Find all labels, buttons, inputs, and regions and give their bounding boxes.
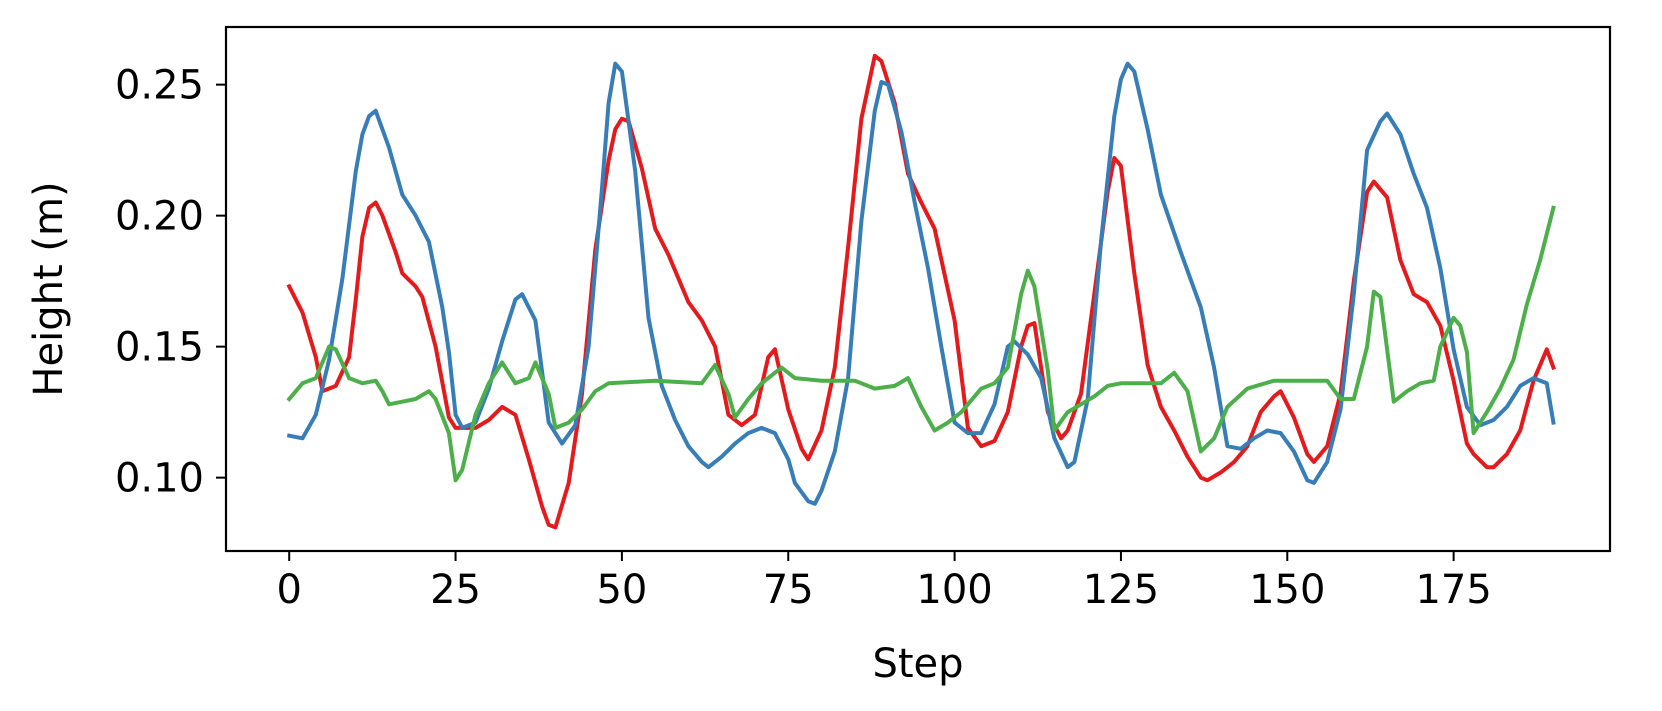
x-tick-label: 50 (596, 567, 647, 613)
y-tick-label: 0.10 (115, 456, 204, 502)
y-axis: 0.10 0.15 0.20 0.25 (115, 63, 226, 502)
x-axis-label: Step (872, 641, 963, 687)
x-tick-label: 25 (430, 567, 481, 613)
y-tick-label: 0.15 (115, 325, 204, 371)
x-axis: 0 25 50 75 100 125 150 175 (276, 551, 1492, 613)
plot-frame (224, 25, 1612, 553)
x-tick-label: 75 (763, 567, 814, 613)
x-tick-label: 125 (1083, 567, 1159, 613)
x-tick-label: 150 (1249, 567, 1325, 613)
plot-background (226, 27, 1610, 551)
y-tick-label: 0.20 (115, 194, 204, 240)
series-layer (286, 53, 1556, 530)
y-tick-label: 0.25 (115, 63, 204, 109)
series-line-2 (286, 61, 1556, 506)
y-axis-label: Height (m) (26, 181, 72, 396)
series-line-3 (286, 205, 1556, 483)
x-tick-label: 175 (1415, 567, 1491, 613)
x-tick-label: 0 (276, 567, 301, 613)
x-tick-label: 100 (916, 567, 992, 613)
